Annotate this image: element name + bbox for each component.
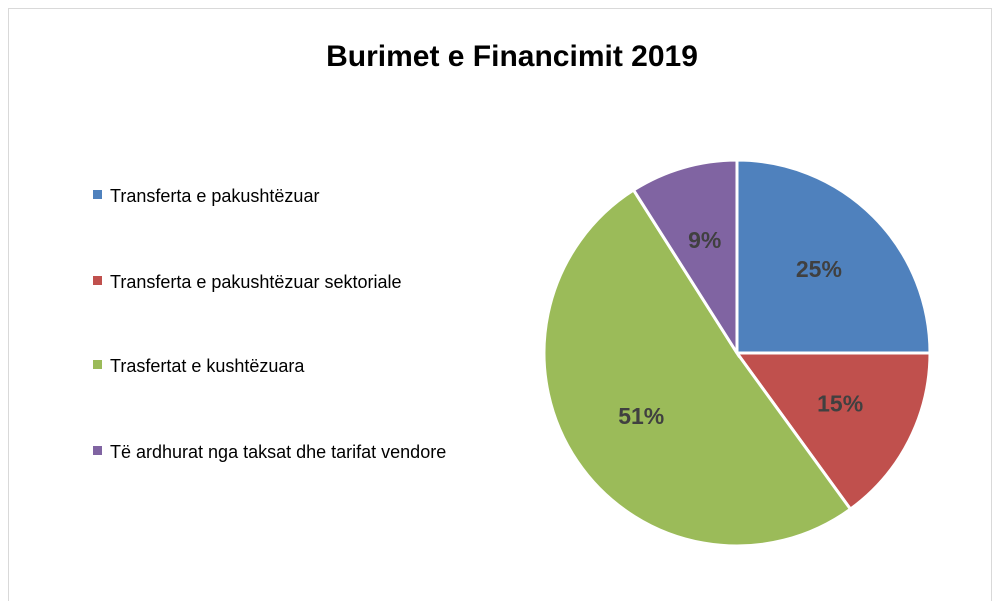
legend-item: Trasfertat e kushtëzuara bbox=[93, 353, 455, 379]
chart-title: Burimet e Financimit 2019 bbox=[326, 40, 698, 73]
legend-label: Të ardhurat nga taksat dhe tarifat vendo… bbox=[110, 442, 447, 462]
legend-item: Transferta e pakushtëzuar sektoriale bbox=[93, 269, 455, 295]
pie-slice bbox=[734, 351, 932, 512]
legend-label: Trasfertat e kushtëzuara bbox=[110, 356, 305, 376]
chart-frame bbox=[8, 8, 992, 601]
legend-item: Transferta e pakushtëzuar bbox=[93, 183, 455, 209]
value-label: 15% bbox=[817, 391, 863, 417]
pie-slice bbox=[735, 158, 932, 355]
legend-swatch bbox=[93, 446, 102, 455]
legend-swatch bbox=[93, 276, 102, 285]
pie-slice bbox=[542, 187, 853, 548]
legend-swatch bbox=[93, 190, 102, 199]
legend-item: Të ardhurat nga taksat dhe tarifat vendo… bbox=[93, 439, 455, 465]
legend-swatch bbox=[93, 360, 102, 369]
value-label: 25% bbox=[796, 256, 842, 282]
pie-slice bbox=[631, 158, 739, 359]
legend-label: Transferta e pakushtëzuar bbox=[110, 186, 320, 206]
value-label: 9% bbox=[688, 227, 721, 253]
legend-label: Transferta e pakushtëzuar sektoriale bbox=[110, 272, 402, 292]
value-label: 51% bbox=[618, 403, 664, 429]
